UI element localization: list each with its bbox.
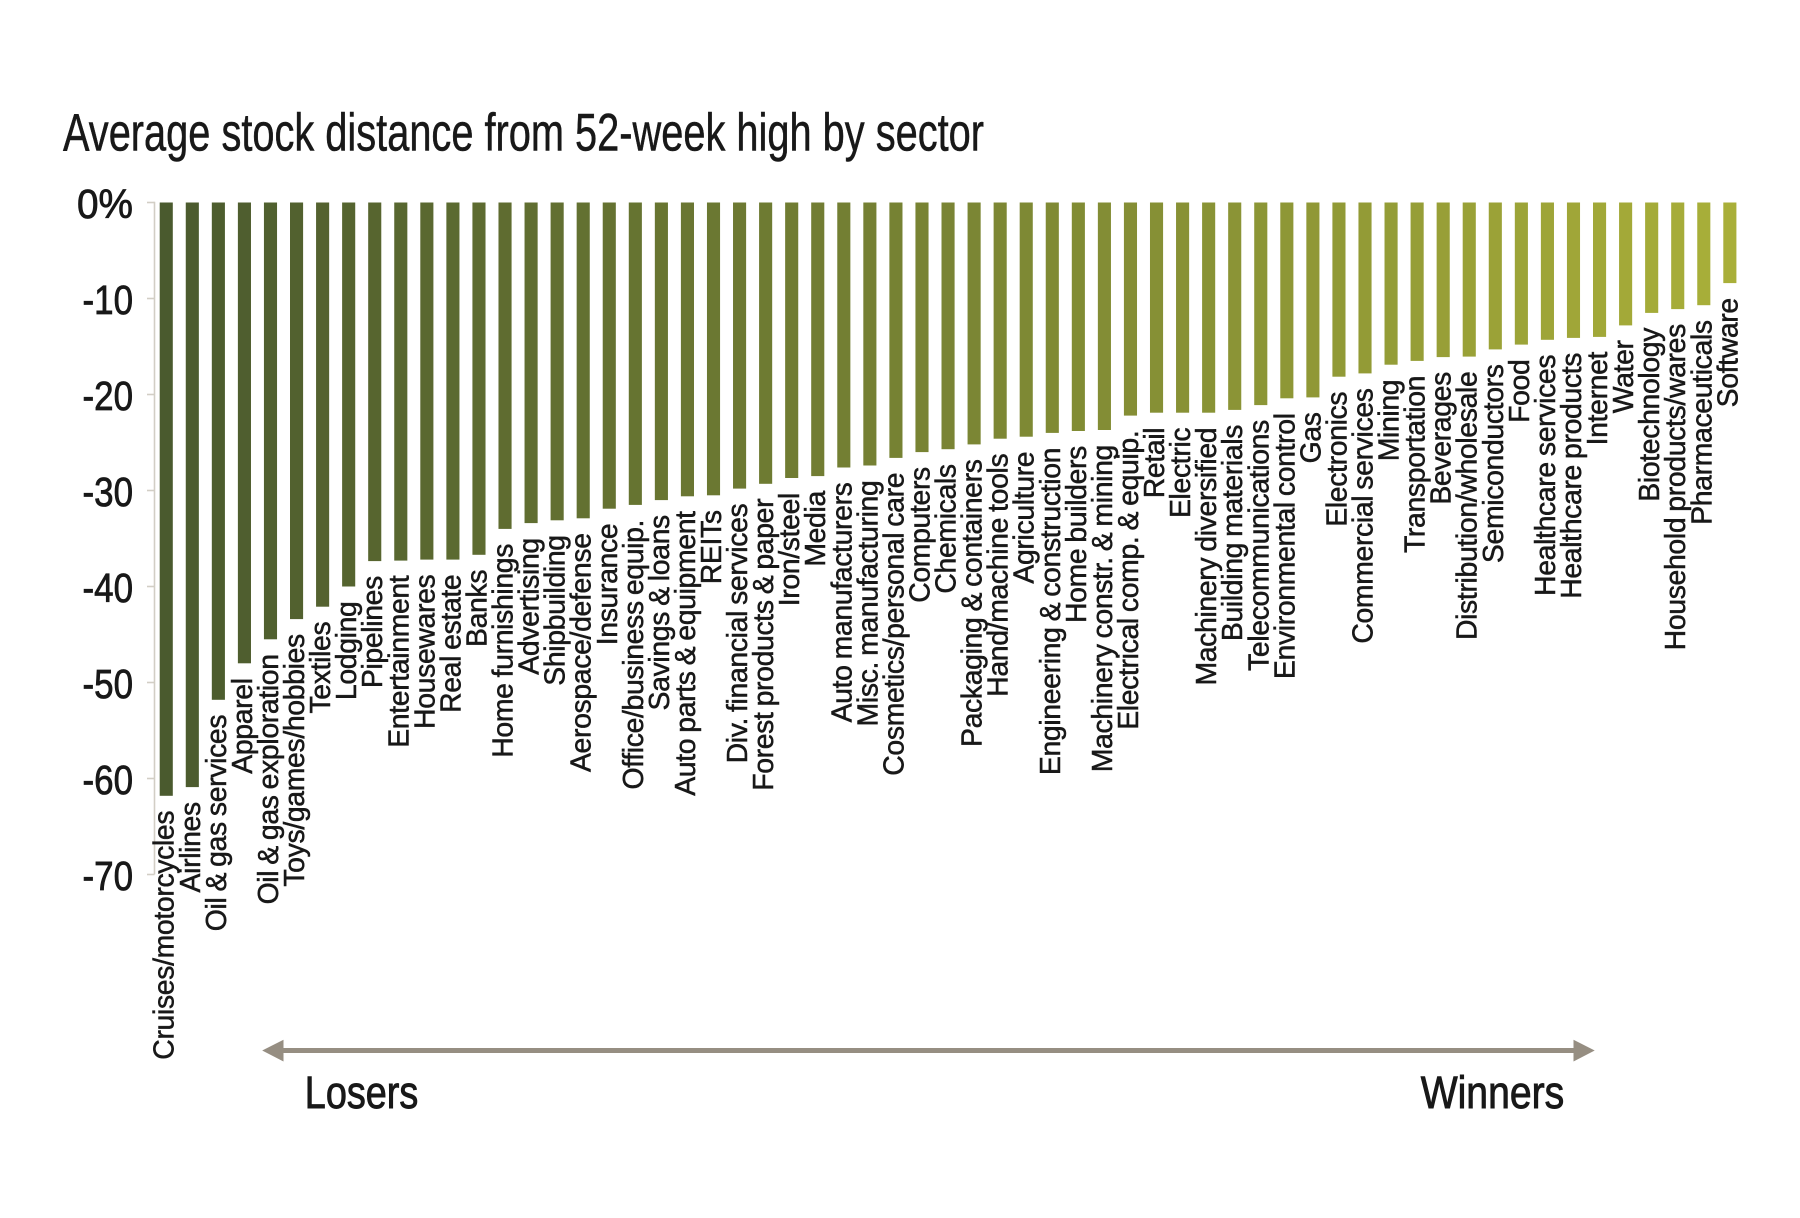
svg-text:Water: Water bbox=[1608, 340, 1640, 413]
svg-text:Airlines: Airlines bbox=[175, 802, 207, 892]
svg-text:Gas: Gas bbox=[1295, 412, 1327, 463]
svg-text:-50: -50 bbox=[83, 661, 134, 707]
svg-text:-30: -30 bbox=[83, 469, 134, 515]
svg-text:Auto manufacturers: Auto manufacturers bbox=[826, 482, 858, 722]
svg-text:Software: Software bbox=[1712, 298, 1744, 407]
svg-text:Average stock distance from 52: Average stock distance from 52-week high… bbox=[63, 103, 984, 162]
svg-text:Internet: Internet bbox=[1582, 351, 1614, 445]
svg-text:Savings & loans: Savings & loans bbox=[644, 515, 676, 710]
svg-text:Electronics: Electronics bbox=[1321, 392, 1353, 527]
svg-text:Oil & gas exploration: Oil & gas exploration bbox=[253, 654, 285, 904]
svg-text:Mining: Mining bbox=[1374, 380, 1406, 462]
svg-text:Apparel: Apparel bbox=[227, 678, 259, 773]
svg-text:-70: -70 bbox=[83, 853, 134, 899]
svg-text:Office/business equip.: Office/business equip. bbox=[618, 520, 650, 790]
svg-text:-60: -60 bbox=[83, 757, 134, 803]
svg-text:Toys/games/hobbies: Toys/games/hobbies bbox=[279, 634, 311, 887]
svg-text:Healthcare services: Healthcare services bbox=[1530, 355, 1562, 596]
svg-text:Home builders: Home builders bbox=[1061, 446, 1093, 623]
svg-text:Forest products & paper: Forest products & paper bbox=[748, 499, 780, 791]
svg-text:Shipbuilding: Shipbuilding bbox=[540, 535, 572, 686]
svg-text:Telecommunications: Telecommunications bbox=[1243, 420, 1275, 671]
svg-text:Winners: Winners bbox=[1421, 1067, 1565, 1118]
svg-text:0%: 0% bbox=[77, 181, 133, 227]
svg-text:Computers: Computers bbox=[904, 467, 936, 603]
svg-text:Chemicals: Chemicals bbox=[931, 464, 963, 594]
svg-text:Entertainment: Entertainment bbox=[383, 575, 415, 748]
svg-text:Distribution/wholesale: Distribution/wholesale bbox=[1452, 372, 1484, 640]
svg-text:Real estate: Real estate bbox=[435, 575, 467, 713]
svg-text:Agriculture: Agriculture bbox=[1009, 452, 1041, 584]
svg-text:Misc. manufacturing: Misc. manufacturing bbox=[852, 481, 884, 727]
svg-text:Building materials: Building materials bbox=[1217, 425, 1249, 641]
svg-text:Packaging & containers: Packaging & containers bbox=[957, 459, 989, 747]
svg-text:Semiconductors: Semiconductors bbox=[1478, 364, 1510, 563]
svg-text:Machinery diversified: Machinery diversified bbox=[1191, 428, 1223, 686]
svg-text:Auto parts & equipment: Auto parts & equipment bbox=[670, 511, 702, 796]
svg-text:-40: -40 bbox=[83, 565, 134, 611]
svg-text:Pipelines: Pipelines bbox=[357, 576, 389, 688]
svg-text:Lodging: Lodging bbox=[331, 602, 363, 701]
svg-text:Transportation: Transportation bbox=[1400, 376, 1432, 553]
svg-text:Electrical comp. & equip.: Electrical comp. & equip. bbox=[1113, 431, 1145, 730]
svg-text:Biotechnology: Biotechnology bbox=[1634, 327, 1666, 502]
svg-text:Commercial services: Commercial services bbox=[1348, 388, 1380, 643]
svg-text:Textiles: Textiles bbox=[305, 622, 337, 714]
svg-text:Iron/steel: Iron/steel bbox=[774, 493, 806, 606]
svg-text:Insurance: Insurance bbox=[592, 524, 624, 646]
svg-text:Media: Media bbox=[800, 491, 832, 567]
svg-text:Aerospace/defense: Aerospace/defense bbox=[566, 533, 598, 772]
svg-text:Hand/machine tools: Hand/machine tools bbox=[983, 454, 1015, 697]
svg-text:Beverages: Beverages bbox=[1426, 372, 1458, 505]
svg-text:Losers: Losers bbox=[305, 1067, 419, 1118]
svg-text:Home furnishings: Home furnishings bbox=[488, 544, 520, 758]
svg-text:Cosmetics/personal care: Cosmetics/personal care bbox=[878, 473, 910, 776]
svg-text:REITs: REITs bbox=[696, 510, 728, 584]
svg-text:Advertising: Advertising bbox=[514, 538, 546, 675]
svg-text:Oil & gas services: Oil & gas services bbox=[201, 715, 233, 932]
svg-text:Household products/wares: Household products/wares bbox=[1660, 324, 1692, 650]
svg-text:Banks: Banks bbox=[461, 570, 493, 647]
svg-text:Div. financial services: Div. financial services bbox=[722, 503, 754, 763]
svg-text:Electric: Electric bbox=[1165, 428, 1197, 518]
svg-text:Retail: Retail bbox=[1139, 428, 1171, 499]
svg-text:Machinery constr. & mining: Machinery constr. & mining bbox=[1087, 445, 1119, 772]
svg-text:Cruises/motorcycles: Cruises/motorcycles bbox=[149, 811, 181, 1060]
svg-text:-20: -20 bbox=[83, 373, 134, 419]
svg-text:Engineering & construction: Engineering & construction bbox=[1035, 448, 1067, 775]
svg-text:Housewares: Housewares bbox=[409, 574, 441, 728]
svg-text:-10: -10 bbox=[83, 277, 134, 323]
svg-text:Food: Food bbox=[1504, 360, 1536, 423]
svg-text:Pharmaceuticals: Pharmaceuticals bbox=[1686, 320, 1718, 525]
svg-text:Healthcare products: Healthcare products bbox=[1556, 353, 1588, 599]
svg-text:Environmental control: Environmental control bbox=[1269, 413, 1301, 679]
